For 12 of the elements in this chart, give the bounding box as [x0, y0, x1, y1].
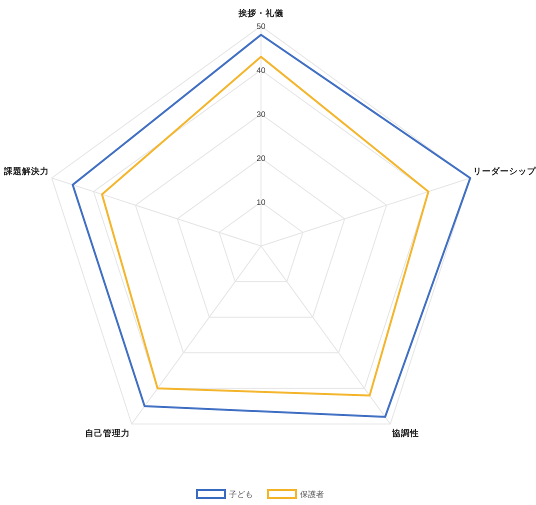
y-tick-label: 40 — [256, 66, 266, 75]
y-tick-label: 20 — [256, 154, 266, 163]
y-tick-label: 30 — [256, 110, 266, 119]
y-tick-label: 50 — [256, 22, 266, 31]
legend-label: 子ども — [229, 490, 253, 499]
spoke-label: リーダーシップ — [473, 166, 536, 176]
spoke-label: 課題解決力 — [2, 166, 49, 176]
spoke-label: 協調性 — [391, 428, 420, 438]
spoke-label: 自己管理力 — [84, 428, 130, 438]
y-tick-label: 10 — [256, 198, 266, 207]
legend-label: 保護者 — [300, 490, 324, 499]
spoke-label: 挨拶・礼儀 — [238, 8, 284, 18]
